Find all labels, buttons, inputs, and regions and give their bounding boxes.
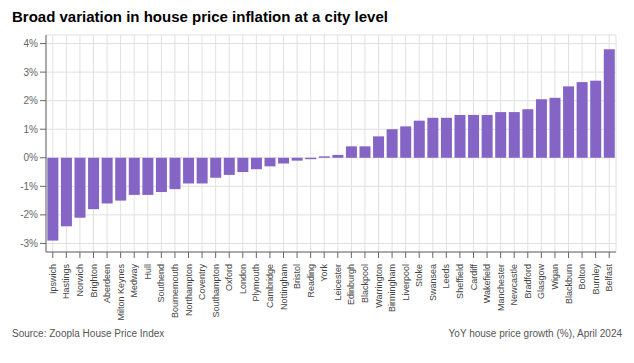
svg-text:Reading: Reading <box>306 264 316 298</box>
svg-text:4%: 4% <box>24 38 39 49</box>
svg-text:Burnley: Burnley <box>591 264 601 295</box>
svg-text:Cardiff: Cardiff <box>469 264 479 291</box>
svg-text:Bristol: Bristol <box>292 264 302 289</box>
svg-text:Cambridge: Cambridge <box>265 264 275 308</box>
svg-text:Belfast: Belfast <box>604 264 614 292</box>
svg-text:Leicester: Leicester <box>333 264 343 301</box>
svg-text:Brighton: Brighton <box>89 264 99 298</box>
svg-text:Hastings: Hastings <box>61 264 71 300</box>
svg-text:0%: 0% <box>24 152 39 163</box>
svg-text:Coventry: Coventry <box>197 264 207 301</box>
html-text:Source: Zoopla House Price Ind: Source: Zoopla House Price Index <box>12 328 165 339</box>
svg-text:-2%: -2% <box>20 209 38 220</box>
svg-text:Sheffield: Sheffield <box>455 264 465 299</box>
svg-text:-3%: -3% <box>20 238 38 249</box>
svg-text:Nottingham: Nottingham <box>279 264 289 310</box>
svg-text:Southampton: Southampton <box>211 264 221 318</box>
svg-text:Bournemouth: Bournemouth <box>170 264 180 318</box>
svg-text:Birmingham: Birmingham <box>387 264 397 312</box>
svg-text:Hull: Hull <box>143 264 153 280</box>
svg-text:York: York <box>319 264 329 282</box>
svg-text:London: London <box>238 264 248 294</box>
svg-text:Warrington: Warrington <box>374 264 384 308</box>
svg-text:Ipswich: Ipswich <box>48 264 58 294</box>
svg-text:Aberdeen: Aberdeen <box>102 264 112 303</box>
svg-text:Southend: Southend <box>156 264 166 303</box>
svg-text:Bolton: Bolton <box>577 264 587 290</box>
html-text:Broad variation in house price: Broad variation in house price inflation… <box>12 8 388 25</box>
svg-text:3%: 3% <box>24 67 39 78</box>
svg-text:2%: 2% <box>24 95 39 106</box>
svg-text:Oxford: Oxford <box>224 264 234 291</box>
svg-text:Blackburn: Blackburn <box>564 264 574 304</box>
svg-text:Norwich: Norwich <box>75 264 85 297</box>
svg-text:Edinburgh: Edinburgh <box>346 264 356 305</box>
svg-text:Medway: Medway <box>129 264 139 298</box>
svg-text:Wakefield: Wakefield <box>482 264 492 303</box>
svg-text:1%: 1% <box>24 124 39 135</box>
svg-text:Blackpool: Blackpool <box>360 264 370 303</box>
svg-text:Liverpool: Liverpool <box>401 264 411 301</box>
svg-text:Swansea: Swansea <box>428 264 438 301</box>
svg-text:Manchester: Manchester <box>496 264 506 311</box>
html-text:YoY house price growth (%), Ap: YoY house price growth (%), April 2024 <box>448 328 622 339</box>
svg-text:Leeds: Leeds <box>441 264 451 289</box>
svg-text:Plymouth: Plymouth <box>251 264 261 302</box>
svg-text:Glasgow: Glasgow <box>536 263 546 299</box>
svg-text:Milton Keynes: Milton Keynes <box>116 264 126 321</box>
svg-text:Northampton: Northampton <box>184 264 194 316</box>
svg-text:Newcastle: Newcastle <box>509 264 519 306</box>
svg-text:Bradford: Bradford <box>523 264 533 299</box>
svg-text:-1%: -1% <box>20 181 38 192</box>
svg-text:Wigan: Wigan <box>550 264 560 290</box>
svg-text:Stoke: Stoke <box>414 264 424 287</box>
